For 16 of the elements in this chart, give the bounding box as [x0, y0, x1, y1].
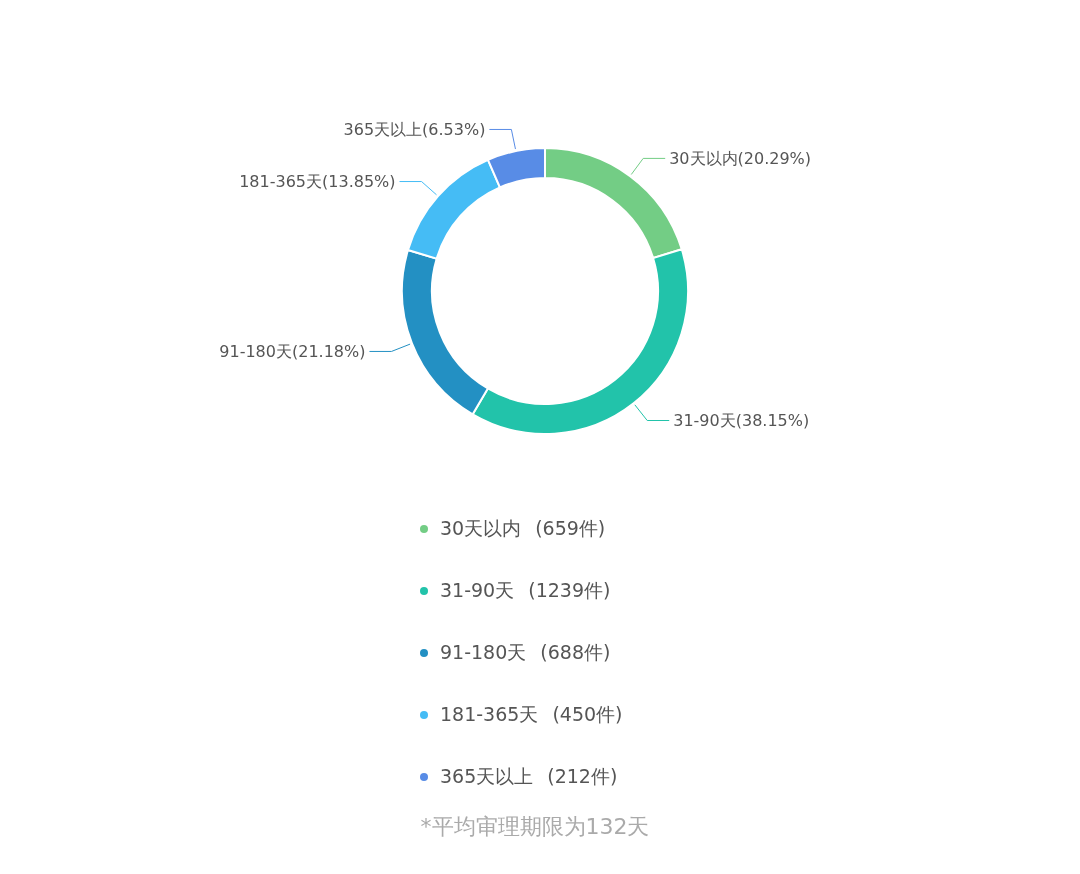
- legend-label: 30天以内: [440, 516, 522, 541]
- text: (659件): [535, 516, 606, 541]
- text: *平均审理期限为132天: [419, 813, 651, 841]
- legend-label: 365天以上: [440, 764, 534, 789]
- legend-label: 31-90天: [440, 578, 515, 603]
- legend-label: 181-365天: [440, 702, 539, 727]
- category-label: 91-180天(21.18%): [219, 342, 366, 362]
- text: (450件): [552, 702, 623, 727]
- category-label: 365天以上(6.53%): [343, 120, 486, 140]
- category-label: 181-365天(13.85%): [239, 172, 396, 192]
- category-label: 31-90天(38.15%): [673, 411, 810, 431]
- legend-label: 91-180天: [440, 640, 527, 665]
- text: (212件): [547, 764, 618, 789]
- text: (1239件): [528, 578, 611, 603]
- category-label: 30天以内(20.29%): [669, 149, 812, 168]
- text: (688件): [540, 640, 611, 665]
